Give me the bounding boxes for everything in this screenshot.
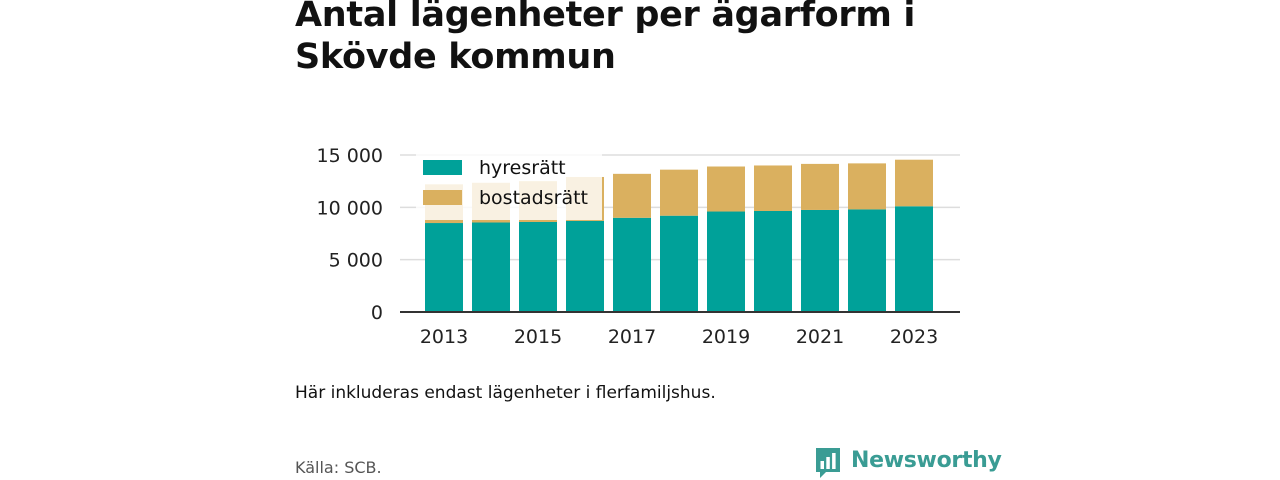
- x-tick-label: 2015: [514, 326, 562, 348]
- y-tick-label: 15 000: [317, 145, 383, 167]
- x-tick-label: 2013: [420, 326, 468, 348]
- source-credit: Källa: SCB.: [295, 458, 382, 477]
- y-tick-label: 10 000: [317, 197, 383, 219]
- bar-hyresratt-2016: [566, 220, 604, 312]
- chart-title: Antal lägenheter per ägarform i Skövde k…: [295, 0, 916, 77]
- y-tick-label: 5 000: [329, 250, 383, 272]
- bar-bostadsratt-2018: [660, 169, 698, 216]
- brand-name: Newsworthy: [851, 448, 1002, 473]
- bar-bostadsratt-2019: [707, 166, 745, 212]
- legend-label-bostadsratt: bostadsrätt: [479, 187, 588, 209]
- bar-bostadsratt-2017: [613, 173, 651, 218]
- x-tick-label: 2019: [702, 326, 750, 348]
- bar-hyresratt-2023: [895, 206, 933, 312]
- bar-hyresratt-2015: [519, 221, 557, 312]
- bar-hyresratt-2021: [801, 209, 839, 312]
- x-tick-label: 2021: [796, 326, 844, 348]
- bar-bostadsratt-2022: [848, 163, 886, 210]
- bar-bostadsratt-2020: [754, 165, 792, 211]
- bar-hyresratt-2013: [425, 223, 463, 312]
- legend: hyresrätt bostadsrätt: [416, 150, 602, 220]
- legend-swatch-hyresratt: [423, 160, 462, 175]
- y-axis-tick-labels: 0 5 000 10 000 15 000: [317, 145, 383, 324]
- newsworthy-brand: Newsworthy: [814, 446, 1002, 480]
- bar-hyresratt-2014: [472, 222, 510, 312]
- x-tick-label: 2017: [608, 326, 656, 348]
- x-tick-label: 2023: [890, 326, 938, 348]
- legend-label-hyresratt: hyresrätt: [479, 157, 566, 179]
- legend-swatch-bostadsratt: [423, 190, 462, 205]
- bar-hyresratt-2018: [660, 215, 698, 312]
- x-axis-tick-labels: 2013 2015 2017 2019 2021 2023: [420, 326, 938, 348]
- bar-hyresratt-2022: [848, 209, 886, 312]
- bar-chart-speech-bubble-icon: [816, 448, 840, 478]
- y-tick-label: 0: [371, 302, 383, 324]
- bar-bostadsratt-2023: [895, 159, 933, 207]
- bar-hyresratt-2020: [754, 210, 792, 312]
- bar-hyresratt-2017: [613, 217, 651, 312]
- bar-bostadsratt-2021: [801, 163, 839, 210]
- bar-hyresratt-2019: [707, 211, 745, 312]
- chart-note: Här inkluderas endast lägenheter i flerf…: [295, 383, 716, 403]
